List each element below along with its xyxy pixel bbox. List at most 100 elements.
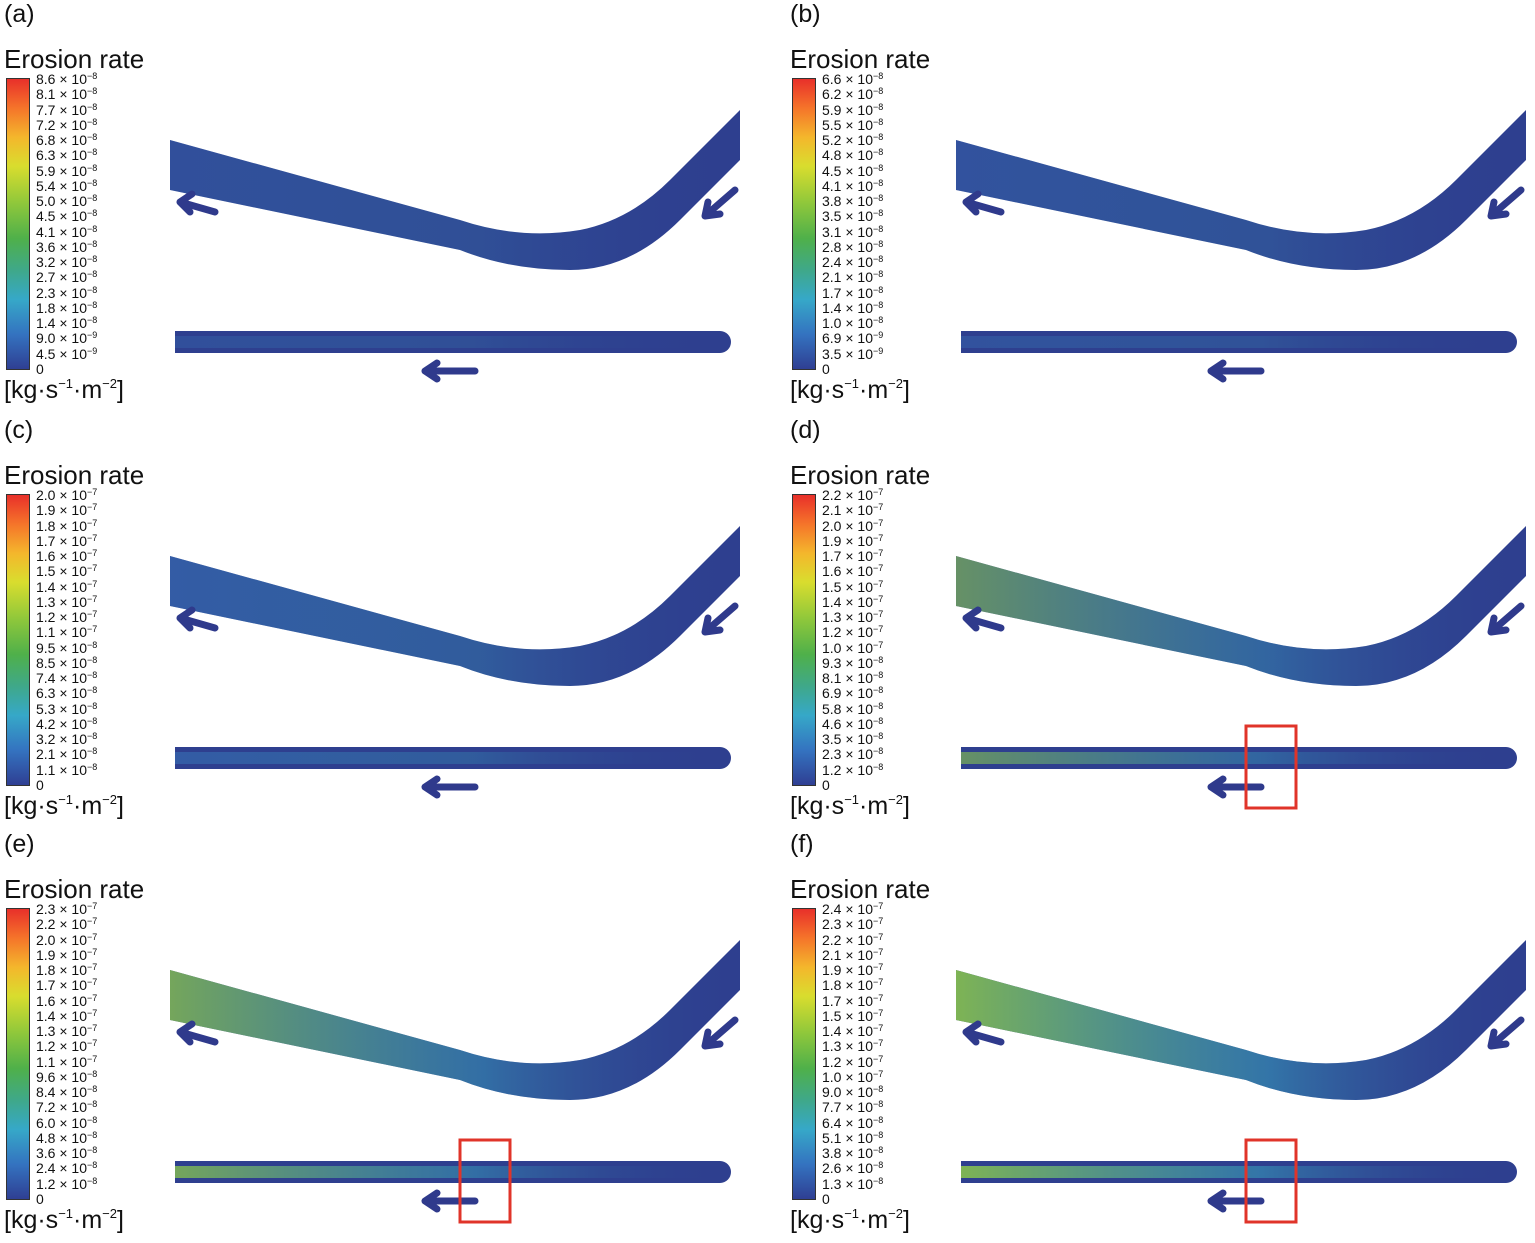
colorbar-title: Erosion rate [4,874,145,904]
colorbar-tick-label: 9.6 × 10−8 [36,1068,98,1085]
colorbar-tick-label: 2.4 × 10−8 [822,254,884,271]
colorbar-tick-label: 8.1 × 10−8 [36,86,98,103]
colorbar-tick-label: 3.5 × 10−8 [822,208,884,225]
colorbar-tick-label: 4.5 × 10−8 [822,162,884,179]
colorbar-tick-label: 4.8 × 10−8 [822,147,884,164]
colorbar-tick-label: 7.7 × 10−8 [822,1099,884,1116]
colorbar-tick-label: 1.1 × 10−8 [36,761,98,778]
colorbar-tick-label: 5.3 × 10−8 [36,700,98,717]
colorbar-tick-label: 1.3 × 10−7 [822,609,884,626]
colorbar-tick-label: 1.2 × 10−7 [36,609,98,626]
colorbar-tick-label: 1.2 × 10−7 [36,1038,98,1055]
highlight-box [1244,1138,1298,1224]
colorbar-tick-label: 2.0 × 10−7 [36,931,98,948]
colorbar-tick-label: 2.3 × 10−8 [822,746,884,763]
colorbar-tick-label: 1.9 × 10−7 [36,946,98,963]
straight-pipe-erosion-overlay [961,336,1506,348]
colorbar-title: Erosion rate [790,44,931,74]
flow-direction-arrow [1207,359,1265,383]
bent-pipe-erosion-overlay [170,940,740,1100]
colorbar-tick-label: 2.2 × 10−7 [822,931,884,948]
colorbar-tick-label: 1.0 × 10−7 [822,1068,884,1085]
colorbar-tick-label: 1.2 × 10−8 [36,1175,98,1192]
colorbar-tick-label: 5.2 × 10−8 [822,132,884,149]
colorbar-tick-label: 1.4 × 10−7 [36,578,98,595]
flow-direction-arrow [176,1020,219,1046]
colorbar [6,78,30,370]
colorbar-tick-label: 1.7 × 10−7 [822,548,884,565]
colorbar [792,78,816,370]
colorbar-tick-label: 4.6 × 10−8 [822,715,884,732]
colorbar-tick-label: 1.8 × 10−7 [822,977,884,994]
colorbar-tick-label: 3.2 × 10−8 [36,731,98,748]
flow-direction-arrow [176,606,219,632]
panel-label: (e) [4,830,35,858]
colorbar-tick-label: 1.3 × 10−8 [822,1175,884,1192]
colorbar-tick-label: 2.1 × 10−7 [822,502,884,519]
colorbar-tick-label: 5.8 × 10−8 [822,700,884,717]
highlight-box [1244,724,1298,810]
colorbar-tick-label: 3.6 × 10−8 [36,238,98,255]
colorbar-tick-label: 1.5 × 10−7 [822,1007,884,1024]
colorbar-tick-label: 0 [822,361,830,377]
colorbar-tick-label: 1.8 × 10−7 [36,517,98,534]
pipe-erosion-contour [170,940,740,1224]
flow-direction-arrow [176,190,219,216]
highlight-box [458,1138,512,1224]
colorbar-tick-label: 7.4 × 10−8 [36,670,98,687]
bent-pipe-erosion-overlay [956,940,1526,1100]
panel-label: (a) [4,0,35,28]
colorbar-tick-label: 6.6 × 10−8 [822,71,884,87]
flow-direction-arrow [1207,1189,1265,1213]
panel-label: (d) [790,416,821,444]
colorbar-tick-label: 1.4 × 10−7 [36,1007,98,1024]
colorbar-tick-label: 1.6 × 10−7 [36,548,98,565]
colorbar-tick-label: 2.2 × 10−7 [822,487,884,503]
colorbar-title: Erosion rate [790,460,931,490]
panel-e: (e) Erosion rate 2.3 × 10−7 2.2 × 10−7 2.0 ×… [0,830,767,1243]
bent-pipe-erosion-overlay [956,526,1526,686]
flow-direction-arrow [962,190,1005,216]
colorbar-tick-label: 1.4 × 10−8 [36,315,98,332]
panel-label: (f) [790,830,814,858]
panel-b: (b) Erosion rate 6.6 × 10−8 6.2 × 10−8 5.9 ×… [786,0,1535,413]
colorbar-tick-label: 4.5 × 10−9 [36,345,98,362]
colorbar-tick-label: 3.1 × 10−8 [822,223,884,240]
flow-direction-arrow [962,606,1005,632]
colorbar-tick-label: 5.0 × 10−8 [36,193,98,210]
colorbar-tick-label: 8.5 × 10−8 [36,654,98,671]
colorbar-tick-label: 3.5 × 10−8 [822,731,884,748]
straight-pipe-erosion-overlay [961,1166,1506,1178]
colorbar-unit: [kg·s−1·m−2] [4,792,124,820]
colorbar-tick-label: 2.7 × 10−8 [36,269,98,286]
colorbar-tick-label: 0 [822,777,830,793]
pipe-erosion-contour [170,110,740,383]
colorbar-tick-label: 3.6 × 10−8 [36,1145,98,1162]
colorbar-tick-label: 2.6 × 10−8 [822,1160,884,1177]
colorbar-tick-label: 3.8 × 10−8 [822,1145,884,1162]
colorbar-tick-label: 1.5 × 10−7 [822,578,884,595]
colorbar-tick-label: 9.0 × 10−9 [36,330,98,347]
colorbar-tick-label: 2.3 × 10−7 [36,901,98,917]
panel-d: (d) Erosion rate 2.2 × 10−7 2.1 × 10−7 2.0 ×… [786,416,1535,829]
colorbar-tick-label: 5.5 × 10−8 [822,116,884,133]
colorbar-tick-label: 5.4 × 10−8 [36,177,98,194]
colorbar-ticks: 2.2 × 10−7 2.1 × 10−7 2.0 × 10−7 1.9 × 10−7… [822,487,962,792]
colorbar-tick-label: 2.0 × 10−7 [822,517,884,534]
colorbar-tick-label: 1.7 × 10−7 [36,977,98,994]
flow-direction-arrow [1207,775,1265,799]
colorbar-tick-label: 1.8 × 10−8 [36,299,98,316]
colorbar-tick-label: 6.3 × 10−8 [36,685,98,702]
colorbar [6,494,30,786]
colorbar-tick-label: 7.2 × 10−8 [36,1099,98,1116]
colorbar-ticks: 2.4 × 10−7 2.3 × 10−7 2.2 × 10−7 2.1 × 10−7… [822,901,962,1206]
flow-direction-arrow [1487,602,1525,636]
colorbar-tick-label: 0 [36,1191,44,1207]
pipe-erosion-contour [956,110,1526,383]
colorbar-tick-label: 1.4 × 10−8 [822,299,884,316]
bent-pipe-erosion-overlay [170,110,740,270]
colorbar-tick-label: 1.8 × 10−7 [36,962,98,979]
colorbar-tick-label: 4.1 × 10−8 [36,223,98,240]
colorbar-tick-label: 1.1 × 10−7 [36,1053,98,1070]
colorbar-ticks: 8.6 × 10−8 8.1 × 10−8 7.7 × 10−8 7.2 × 10−8… [36,71,176,376]
